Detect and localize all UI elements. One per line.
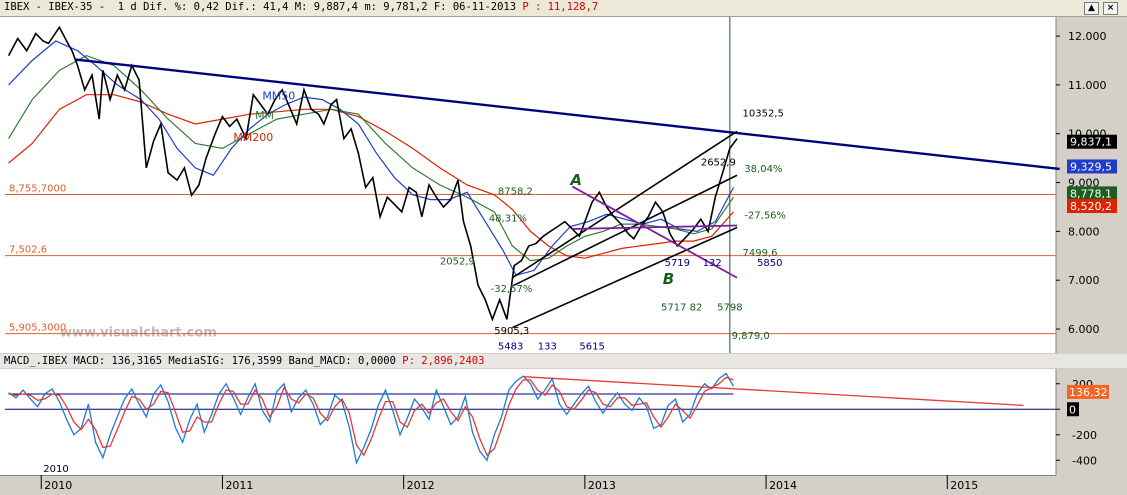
price-plot-background (0, 17, 1056, 353)
annotation-label: -32,57% (491, 284, 533, 295)
y-tick-label: 7.000 (1068, 274, 1100, 287)
macd-axis-box-label: 0 (1069, 403, 1076, 416)
macd-y-tick-label: -400 (1072, 454, 1097, 467)
price-axis-panel (1056, 17, 1127, 353)
year-marker-label: 2010 (43, 464, 68, 475)
annotation-label: 7499,6 (743, 248, 778, 259)
y-tick-label: 11.000 (1068, 79, 1107, 92)
price-axis-box-label: 8,778,1 (1070, 187, 1112, 200)
trend-line (571, 185, 738, 279)
macd-p-value: P: 2,896,2403 (402, 355, 485, 367)
annotation-label: 38,04% (744, 164, 782, 175)
annotation-label: 133 (538, 342, 557, 353)
x-tick-label: 2014 (769, 479, 797, 492)
price-axis-box-label: 9,329,5 (1070, 160, 1112, 173)
x-tick-label: 2015 (950, 479, 978, 492)
y-tick-label: 12.000 (1068, 30, 1107, 43)
macd-y-tick-label: -200 (1072, 429, 1097, 442)
level-label: 5,905,3000 (9, 323, 66, 334)
title-bar: IBEX - IBEX-35 - 1 d Dif. %: 0,42 Dif.: … (0, 0, 1127, 17)
x-tick-label: 2010 (44, 479, 72, 492)
macd-title: MACD_.IBEX MACD: 136,3165 MediaSIG: 176,… (4, 355, 484, 367)
time-axis-background (0, 475, 1127, 495)
macd-line (8, 372, 735, 465)
annotation-label: 5717 82 (661, 302, 702, 313)
macd-axis-box (1067, 402, 1079, 417)
annotation-label: 5615 (579, 342, 604, 353)
price-axis-box (1067, 186, 1117, 201)
mm-line (8, 54, 734, 262)
trend-line (75, 58, 1060, 171)
price-axis-box-label: 9,837,1 (1070, 136, 1112, 149)
macd-axis-box (1067, 384, 1109, 399)
annotation-label: 2052,9 (440, 257, 475, 268)
annotation-label: 48,31% (489, 214, 527, 225)
annotation-label: -27,56% (744, 211, 786, 222)
macd-signal-line (8, 376, 734, 457)
mm50-line (8, 40, 735, 277)
x-tick-label: 2013 (588, 479, 616, 492)
close-button[interactable]: × (1103, 2, 1118, 15)
x-tick-label: 2011 (225, 479, 253, 492)
price-axis-box (1067, 159, 1117, 174)
trend-line (512, 174, 738, 287)
annotation-label: 5798 (717, 302, 742, 313)
price-line (7, 25, 738, 322)
annotation-label: 5905,3 (494, 326, 529, 337)
macd-header: MACD_.IBEX MACD: 136,3165 MediaSIG: 176,… (0, 354, 1127, 368)
price-axis-box (1067, 134, 1117, 149)
y-tick-label: 6.000 (1068, 323, 1100, 336)
x-tick-label: 2012 (407, 479, 435, 492)
series-label: MM50 (262, 90, 295, 103)
trend-line (572, 224, 738, 230)
level-label: 7,502,6 (9, 245, 47, 256)
trend-line (511, 130, 738, 279)
annotation-label: 8758,2 (498, 186, 533, 197)
window-title: IBEX - IBEX-35 - 1 d Dif. %: 0,42 Dif.: … (4, 1, 598, 13)
macd-plot-background (0, 369, 1056, 475)
y-tick-label: 8.000 (1068, 225, 1100, 238)
macd-trend-line (523, 376, 1024, 407)
annotation-label: 132 (703, 258, 722, 269)
time-axis: 2010 2011 2012 2013 2014 2015 (0, 475, 1127, 495)
scroll-up-button[interactable]: ▲ (1084, 2, 1099, 15)
macd-axis-box-label: 136,32 (1069, 386, 1108, 399)
title-main: IBEX - IBEX-35 - 1 d Dif. %: 0,42 Dif.: … (4, 1, 517, 13)
annotation-label: 5850 (757, 258, 782, 269)
title-p-value: P : 11,128,7 (522, 1, 599, 13)
annotation-label: 5719 (665, 258, 690, 269)
price-axis-box-label: 8,520,2 (1070, 200, 1112, 213)
pattern-label: B (663, 270, 674, 288)
watermark: www.visualchart.com (60, 325, 217, 340)
price-chart[interactable]: www.visualchart.com 8,755,7000 7,502,6 5,90… (0, 17, 1127, 353)
annotation-label: 9,879,0 (732, 331, 770, 342)
annotation-label: 5483 (498, 342, 523, 353)
pattern-label: A (569, 171, 582, 189)
series-label: MM (255, 109, 274, 122)
series-label: MM200 (233, 131, 273, 144)
level-label: 8,755,7000 (9, 183, 66, 194)
y-tick-label: 9.000 (1068, 177, 1100, 190)
annotation-label: 2652,9 (701, 157, 736, 168)
annotation-label: 10352,5 (743, 109, 784, 120)
trend-line (512, 226, 738, 329)
macd-values: MACD_.IBEX MACD: 136,3165 MediaSIG: 176,… (4, 355, 396, 367)
price-axis-box (1067, 198, 1117, 213)
